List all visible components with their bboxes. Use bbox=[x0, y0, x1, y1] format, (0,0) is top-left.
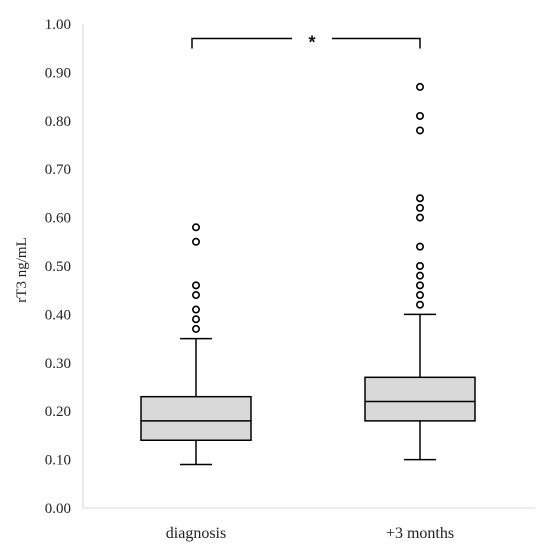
outlier-point bbox=[192, 223, 201, 232]
y-tick-label: 0.20 bbox=[45, 404, 71, 420]
x-category-label: +3 months bbox=[386, 525, 454, 542]
bracket-left bbox=[191, 37, 292, 49]
y-axis-ticks: 0.00 0.10 0.20 0.30 0.40 0.50 0.60 0.70 0.80 0.90… bbox=[45, 17, 71, 517]
x-category-label: diagnosis bbox=[166, 525, 226, 542]
boxes bbox=[140, 82, 476, 466]
y-axis-title: rT3 ng/mL bbox=[14, 237, 30, 302]
outlier-point bbox=[415, 300, 424, 309]
y-tick-label: 0.40 bbox=[45, 307, 71, 323]
bracket-right bbox=[332, 37, 421, 49]
y-tick-label: 0.00 bbox=[45, 501, 71, 517]
outlier-point bbox=[415, 82, 424, 91]
outlier-point bbox=[192, 237, 201, 246]
box-diagnosis bbox=[140, 223, 252, 466]
outlier-point bbox=[415, 111, 424, 120]
box-plus-3-months bbox=[364, 82, 476, 461]
iqr-box bbox=[140, 395, 252, 441]
outlier-point bbox=[415, 291, 424, 300]
y-tick-label: 0.80 bbox=[45, 114, 71, 130]
outlier-point bbox=[192, 281, 201, 290]
y-tick-label: 0.90 bbox=[45, 65, 71, 81]
outlier-point bbox=[192, 315, 201, 324]
significance-bracket: * bbox=[191, 33, 421, 53]
outlier-point bbox=[415, 213, 424, 222]
y-tick-label: 0.10 bbox=[45, 453, 71, 469]
y-tick-label: 0.70 bbox=[45, 162, 71, 178]
y-tick-label: 1.00 bbox=[45, 17, 71, 33]
outlier-point bbox=[192, 324, 201, 333]
outlier-point bbox=[415, 261, 424, 270]
outlier-point bbox=[192, 305, 201, 314]
category-labels: diagnosis +3 months bbox=[166, 525, 454, 542]
y-tick-label: 0.50 bbox=[45, 259, 71, 275]
outlier-point bbox=[415, 194, 424, 203]
outlier-point bbox=[192, 291, 201, 300]
significance-label: * bbox=[308, 33, 315, 53]
outlier-point bbox=[415, 242, 424, 251]
axes bbox=[82, 24, 535, 509]
outlier-point bbox=[415, 203, 424, 212]
y-tick-label: 0.60 bbox=[45, 211, 71, 227]
outlier-point bbox=[415, 271, 424, 280]
y-tick-label: 0.30 bbox=[45, 356, 71, 372]
iqr-box bbox=[364, 376, 476, 422]
outlier-point bbox=[415, 126, 424, 135]
outlier-point bbox=[415, 281, 424, 290]
